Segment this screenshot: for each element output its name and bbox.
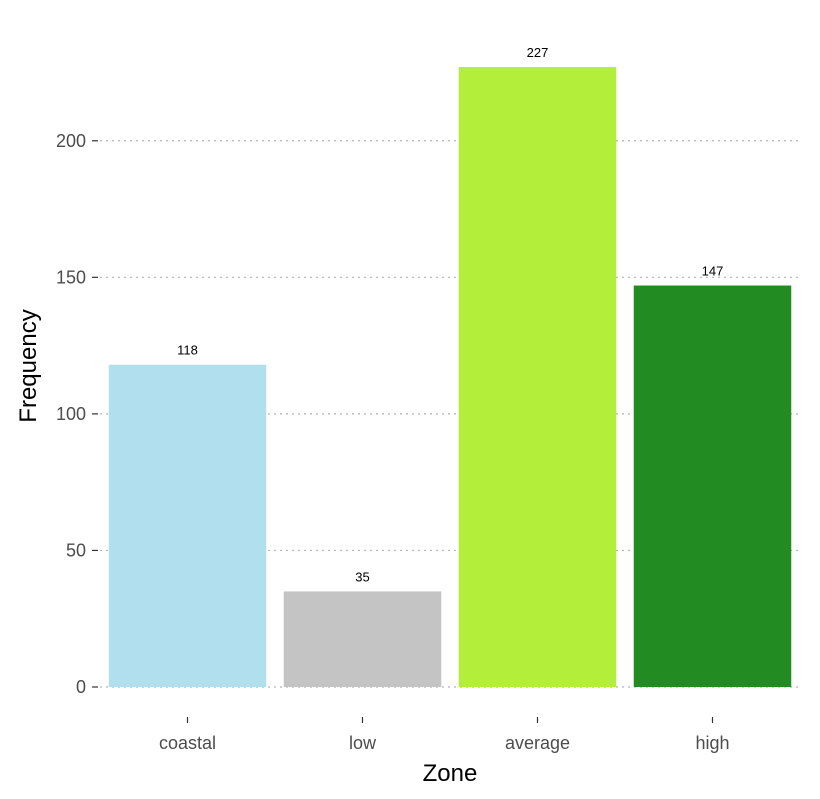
y-tick-label: 50 [66,540,86,560]
bar-high [633,285,792,687]
bar-coastal [108,364,267,687]
bars [108,67,792,688]
x-tick-label-low: low [349,733,377,753]
bar-value-label-coastal: 118 [177,343,198,358]
bar-value-labels: 118 35 227 147 [177,45,723,584]
x-tick-label-average: average [505,733,570,753]
bar-value-label-average: 227 [527,45,549,60]
y-tick-label: 200 [56,131,86,151]
bar-value-label-high: 147 [702,264,724,279]
bar-value-label-low: 35 [355,569,369,584]
y-tick-label: 100 [56,404,86,424]
bar-low [283,591,442,687]
x-tick-label-coastal: coastal [159,733,216,753]
bar-average [458,67,617,688]
y-tick-label: 150 [56,267,86,287]
y-axis-title: Frequency [15,309,42,422]
y-tick-label: 0 [76,677,86,697]
x-tick-label-high: high [695,733,729,753]
y-axis: 0 50 100 150 200 [56,131,98,697]
x-axis-title: Zone [423,760,478,787]
x-axis: coastal low average high [159,717,730,753]
